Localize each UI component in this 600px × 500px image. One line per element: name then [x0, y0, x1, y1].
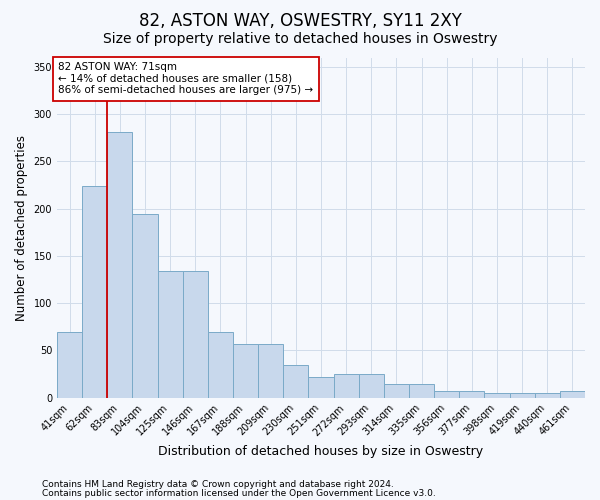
Bar: [484, 393, 509, 398]
Bar: [283, 364, 308, 398]
Bar: [409, 384, 434, 398]
Bar: [560, 391, 585, 398]
Bar: [158, 271, 183, 398]
Bar: [509, 393, 535, 398]
Bar: [82, 186, 107, 398]
Text: Contains public sector information licensed under the Open Government Licence v3: Contains public sector information licen…: [42, 488, 436, 498]
Bar: [183, 271, 208, 398]
Text: 82, ASTON WAY, OSWESTRY, SY11 2XY: 82, ASTON WAY, OSWESTRY, SY11 2XY: [139, 12, 461, 30]
Bar: [208, 332, 233, 398]
Bar: [459, 391, 484, 398]
Text: Contains HM Land Registry data © Crown copyright and database right 2024.: Contains HM Land Registry data © Crown c…: [42, 480, 394, 489]
Bar: [133, 214, 158, 398]
Y-axis label: Number of detached properties: Number of detached properties: [15, 134, 28, 320]
Bar: [308, 377, 334, 398]
Bar: [258, 344, 283, 398]
Bar: [57, 332, 82, 398]
Text: Size of property relative to detached houses in Oswestry: Size of property relative to detached ho…: [103, 32, 497, 46]
Bar: [535, 393, 560, 398]
Bar: [359, 374, 384, 398]
Bar: [334, 374, 359, 398]
Bar: [384, 384, 409, 398]
Bar: [107, 132, 133, 398]
X-axis label: Distribution of detached houses by size in Oswestry: Distribution of detached houses by size …: [158, 444, 484, 458]
Text: 82 ASTON WAY: 71sqm
← 14% of detached houses are smaller (158)
86% of semi-detac: 82 ASTON WAY: 71sqm ← 14% of detached ho…: [58, 62, 313, 96]
Bar: [434, 391, 459, 398]
Bar: [233, 344, 258, 398]
